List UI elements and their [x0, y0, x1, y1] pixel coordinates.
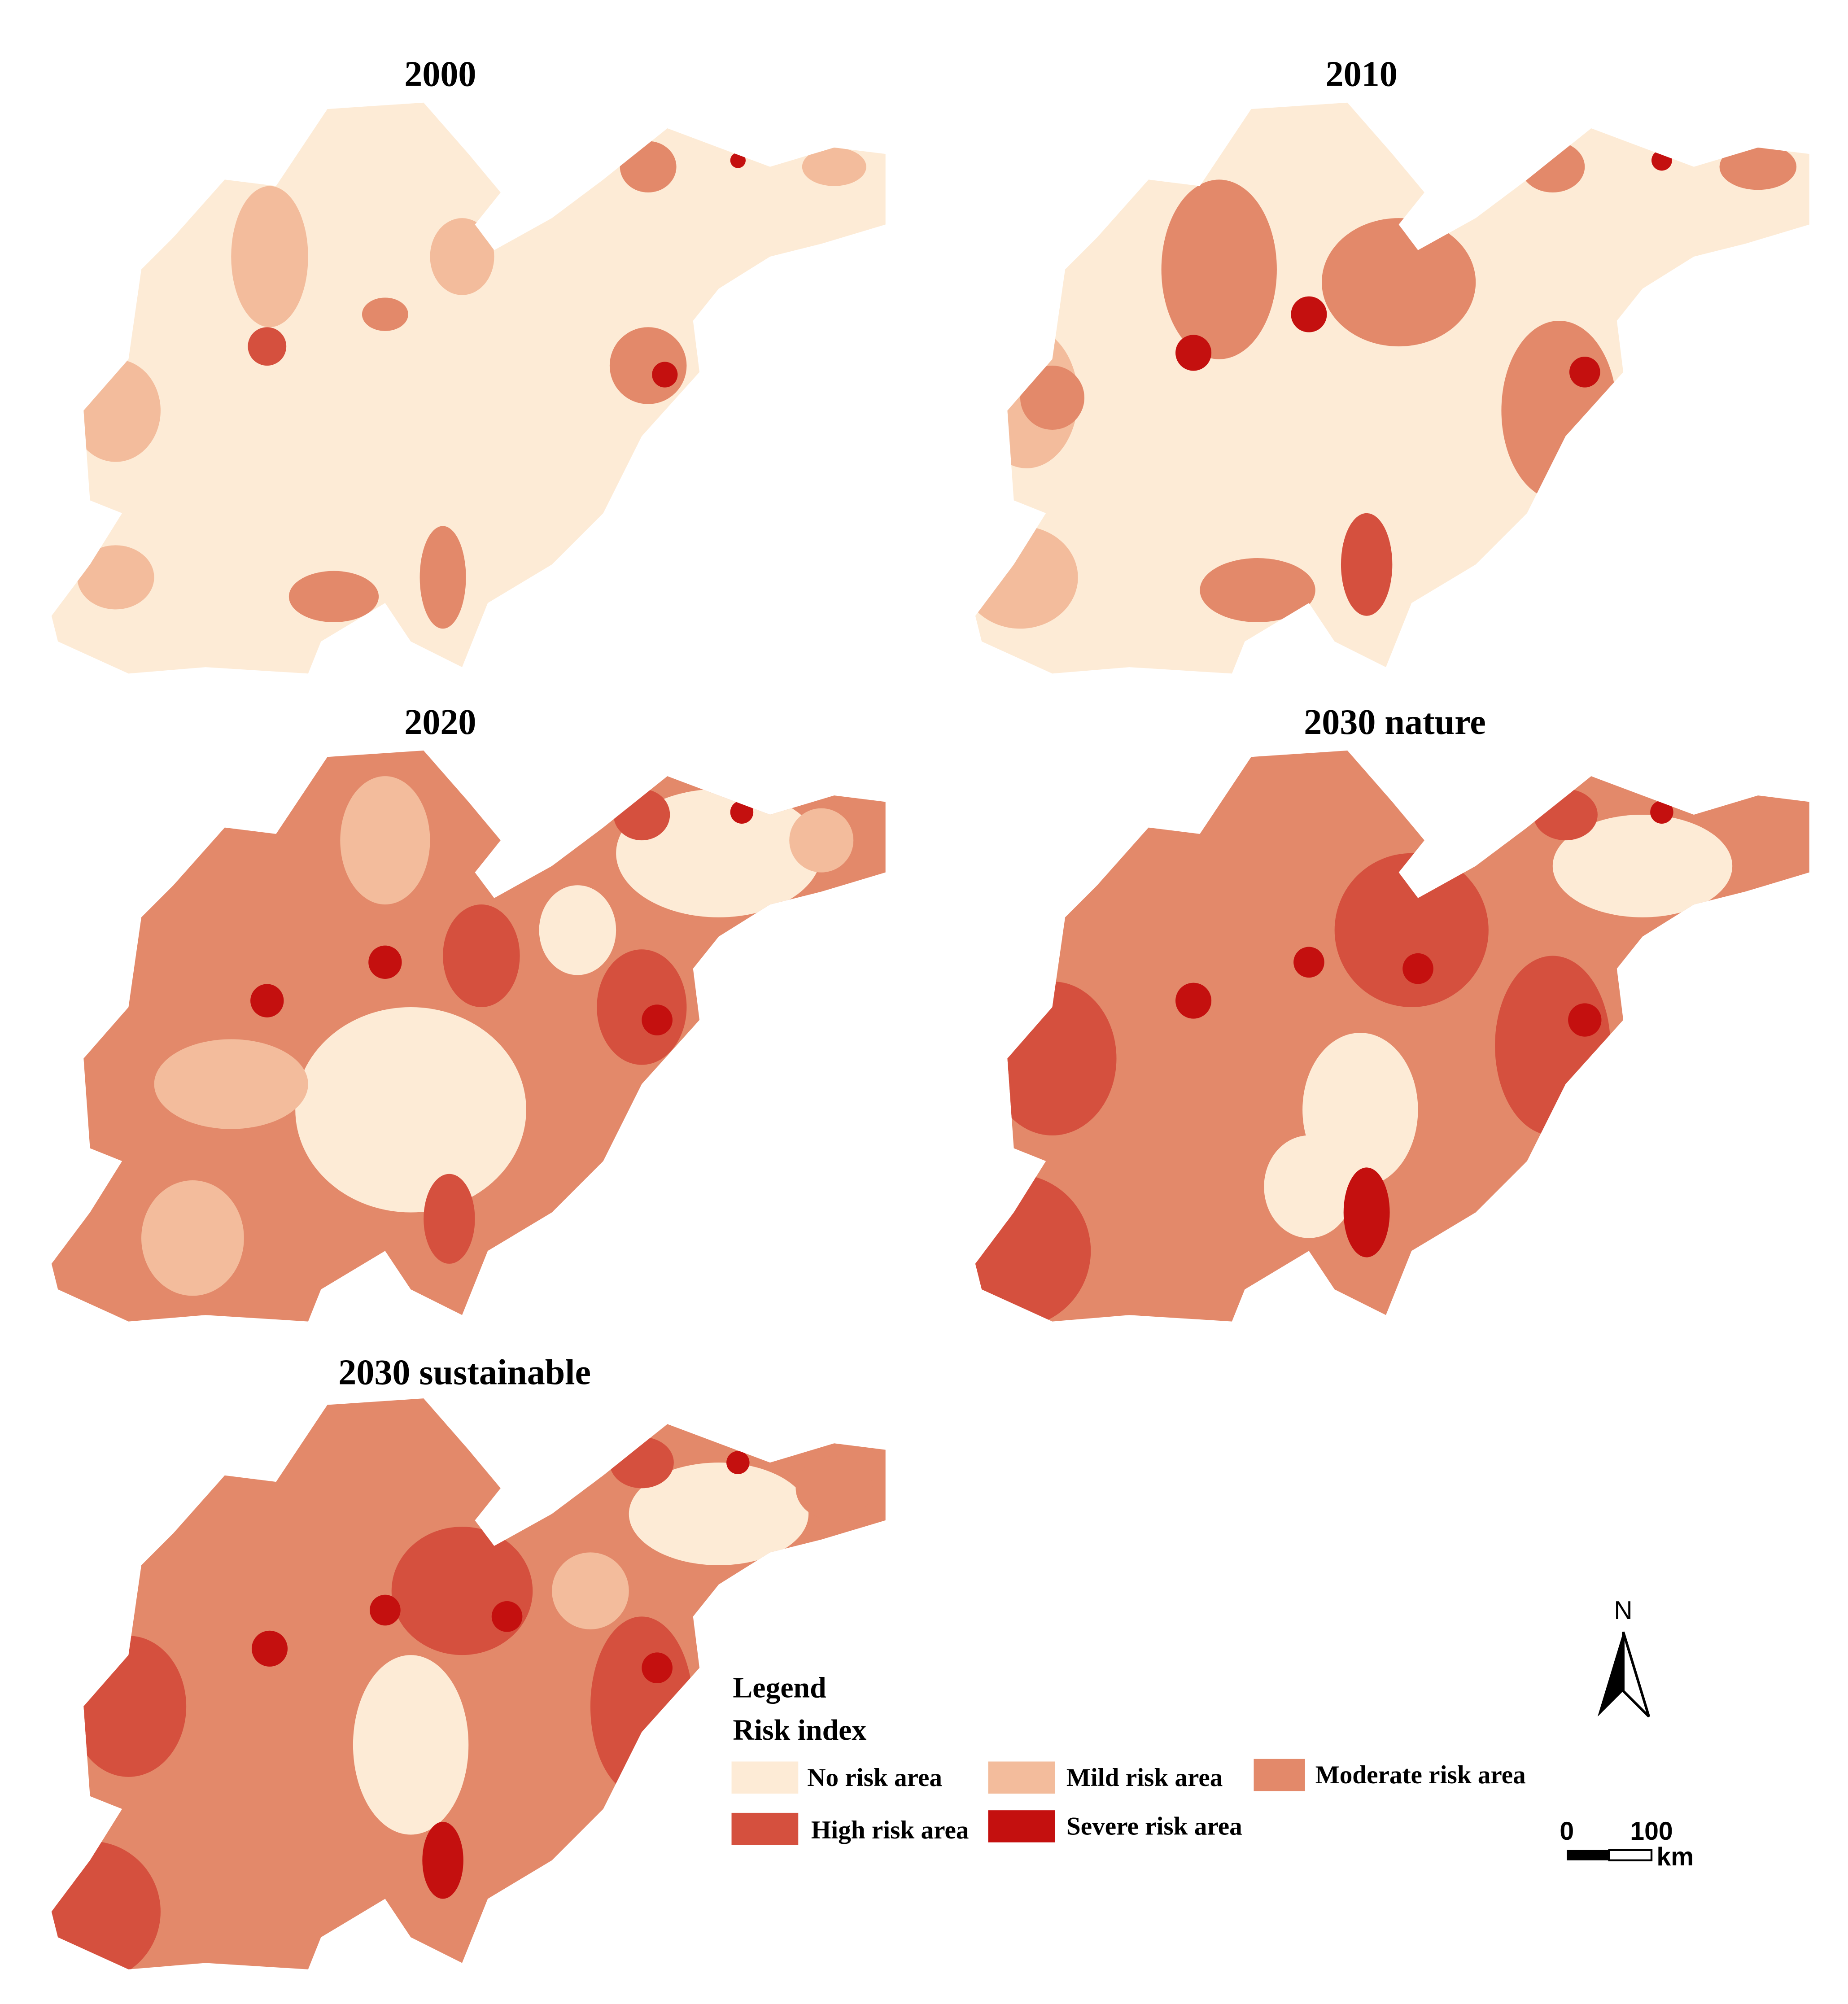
regions: [141, 776, 854, 1296]
panel-title: 2000: [404, 55, 476, 94]
scale-bar: 0 100 km: [1560, 1817, 1694, 1871]
panel-title: 2030 nature: [1304, 703, 1486, 742]
regions: [975, 789, 1733, 1322]
legend-label: Moderate risk area: [1315, 1761, 1526, 1789]
legend: Legend Risk index No risk area Mild risk…: [731, 1672, 1526, 1845]
panel-title: 2010: [1326, 55, 1398, 94]
arrow-half: [1622, 1631, 1651, 1718]
legend-label: High risk area: [811, 1816, 969, 1844]
scale-segment: [1608, 1849, 1653, 1861]
legend-label: No risk area: [807, 1764, 942, 1792]
legend-label: Severe risk area: [1066, 1812, 1242, 1841]
map-panel: [975, 750, 1809, 1322]
legend-swatch: [988, 1810, 1055, 1842]
panel-title: 2030 sustainable: [338, 1353, 591, 1393]
map-panel: [975, 102, 1809, 674]
legend-swatch: [731, 1761, 799, 1794]
map-panel: [51, 102, 886, 674]
panel-title: 2020: [404, 703, 476, 742]
north-label: N: [1614, 1596, 1632, 1625]
legend-swatch: [1254, 1759, 1305, 1791]
legend-label: Mild risk area: [1066, 1764, 1223, 1792]
scale-segment: [1567, 1850, 1609, 1860]
map-panel: [51, 750, 886, 1322]
legend-title: Legend: [733, 1672, 826, 1704]
legend-swatch: [731, 1812, 799, 1845]
legend-swatch: [988, 1761, 1055, 1794]
scale-label: 100: [1630, 1817, 1673, 1846]
north-arrow: N: [1597, 1596, 1651, 1718]
province: [975, 102, 1809, 674]
legend-subtitle: Risk index: [733, 1714, 866, 1746]
scale-unit: km: [1656, 1842, 1694, 1871]
arrow-half: [1597, 1632, 1624, 1717]
province: [51, 102, 886, 674]
scale-label: 0: [1560, 1817, 1574, 1846]
